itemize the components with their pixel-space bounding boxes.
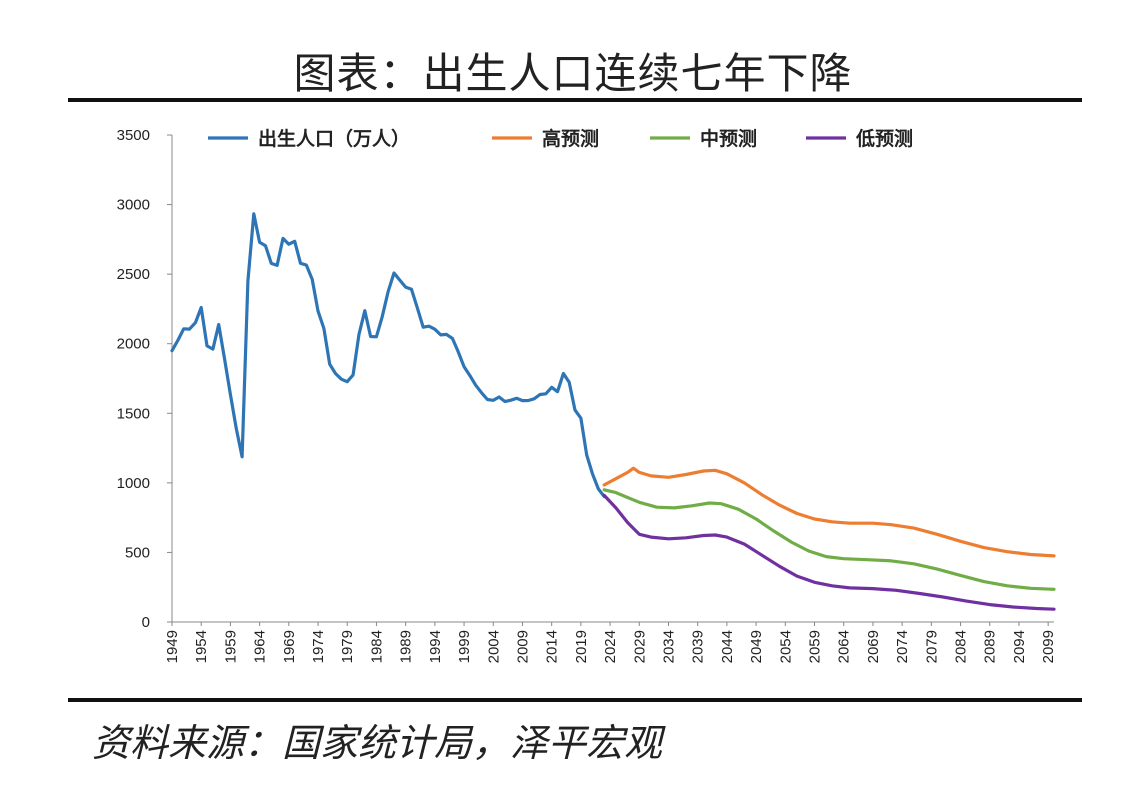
chart-legend: 出生人口（万人） 高预测 中预测 低预测	[208, 127, 913, 150]
y-tick-label: 1000	[117, 475, 150, 492]
x-tick-label: 2044	[719, 630, 736, 663]
x-tick-label: 1989	[398, 630, 415, 663]
x-tick-label: 1979	[339, 630, 356, 663]
x-tick-label: 2059	[807, 630, 824, 663]
x-tick-label: 2064	[836, 630, 853, 663]
x-tick-label: 2094	[1011, 630, 1028, 663]
x-tick-label: 2029	[631, 630, 648, 663]
x-tick-label: 1984	[368, 630, 385, 663]
x-tick-label: 2089	[982, 630, 999, 663]
y-tick-label: 0	[142, 614, 150, 631]
x-tick-label: 2004	[485, 630, 502, 663]
x-tick-label: 1999	[456, 630, 473, 663]
y-tick-label: 2000	[117, 336, 150, 353]
chart-lines	[170, 212, 1056, 611]
x-tick-label: 2049	[748, 630, 765, 663]
legend-label-3: 低预测	[855, 127, 913, 150]
x-tick-label: 2034	[660, 630, 677, 663]
series-line-0	[170, 212, 606, 499]
series-line-3	[602, 493, 1056, 611]
x-tick-label: 2009	[514, 630, 531, 663]
page-title: 图表：出生人口连续七年下降	[293, 49, 853, 98]
legend-label-0: 出生人口（万人）	[258, 127, 410, 150]
x-tick-label: 1969	[281, 630, 298, 663]
series-line-1	[602, 466, 1056, 558]
source-note: 资料来源：国家统计局，泽平宏观	[92, 721, 663, 765]
x-tick-label: 1964	[252, 630, 269, 663]
x-tick-label: 2024	[602, 630, 619, 663]
chart-axes: 0 500 1000 1500 2000 2500 3000 3500 1949 1954 1959…	[117, 127, 1058, 663]
series-line-2	[602, 488, 1056, 591]
bottom-divider	[68, 698, 1082, 702]
x-tick-label: 2054	[777, 630, 794, 663]
x-tick-label: 1954	[193, 630, 210, 663]
y-tick-label: 2500	[117, 266, 150, 283]
y-tick-label: 3500	[117, 127, 150, 144]
x-tick-label: 1959	[222, 630, 239, 663]
y-tick-label: 3000	[117, 197, 150, 214]
x-tick-label: 1974	[310, 630, 327, 663]
top-divider	[68, 98, 1082, 102]
legend-label-2: 中预测	[700, 127, 757, 150]
x-tick-label: 2014	[544, 630, 561, 663]
x-tick-label: 2084	[953, 630, 970, 663]
y-tick-label: 500	[125, 544, 150, 561]
y-tick-label: 1500	[117, 405, 150, 422]
x-tick-label: 2019	[573, 630, 590, 663]
x-tick-label: 2039	[690, 630, 707, 663]
legend-label-1: 高预测	[542, 127, 599, 150]
x-tick-label: 1949	[164, 630, 181, 663]
x-tick-label: 2074	[894, 630, 911, 663]
x-tick-label: 2079	[923, 630, 940, 663]
x-tick-label: 2069	[865, 630, 882, 663]
x-tick-label: 2099	[1040, 630, 1057, 663]
x-tick-label: 1994	[427, 630, 444, 663]
